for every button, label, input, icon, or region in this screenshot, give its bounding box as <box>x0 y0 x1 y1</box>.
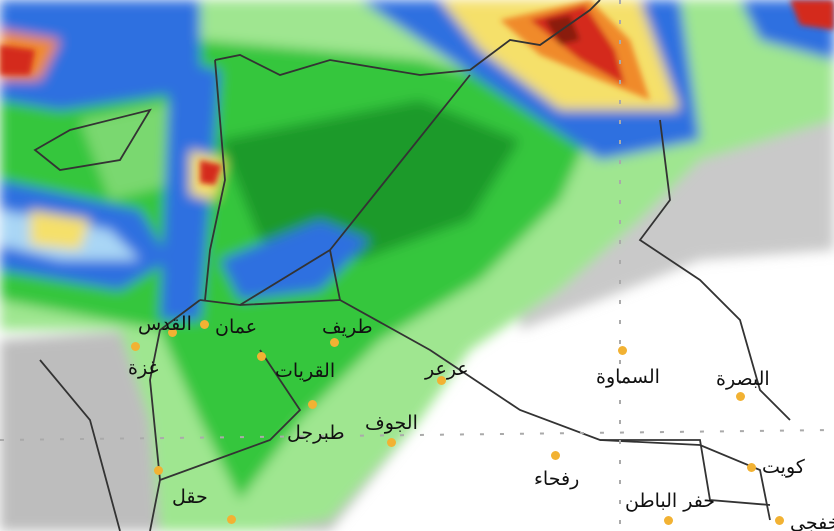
city-label-rafha: رفحاء <box>534 468 580 490</box>
city-label-qurayyat: القريات <box>275 360 336 382</box>
city-label-hafar-al-batin: حفر الباطن <box>625 490 716 512</box>
city-dot-jawf <box>387 438 396 447</box>
city-dot-jerusalem <box>168 328 177 337</box>
city-label-amman: عمان <box>215 316 258 338</box>
city-label-jawf: الجوف <box>365 412 418 434</box>
city-label-turaif: طريف <box>322 316 373 338</box>
city-dot-gaza <box>131 342 140 351</box>
city-dot-qurayyat <box>257 352 266 361</box>
city-dot-haql <box>154 466 163 475</box>
city-label-samawah: السماوة <box>596 366 660 388</box>
city-dot-rafha <box>551 451 560 460</box>
city-label-arar: عرعر <box>425 358 469 380</box>
city-label-basra: البصرة <box>716 368 770 390</box>
city-label-haql: حقل <box>172 486 208 508</box>
country-borders <box>33 0 791 531</box>
city-dot-hafar-al-batin <box>664 516 673 525</box>
city-dot-turaif <box>330 338 339 347</box>
city-dot-samawah <box>618 346 627 355</box>
city-dot-basra <box>736 392 745 401</box>
city-dot-tabarjal <box>308 400 317 409</box>
city-dot-amman <box>200 320 209 329</box>
city-label-khafji: خفجي <box>790 512 834 531</box>
city-label-tabarjal: طبرجل <box>287 422 345 444</box>
city-label-kuwait: كويت <box>762 456 805 478</box>
city-dot-khafji <box>775 516 784 525</box>
city-dot-arar <box>437 376 446 385</box>
city-dot-unnamed <box>227 515 236 524</box>
city-dot-kuwait <box>747 463 756 472</box>
city-label-jerusalem: القدس <box>138 313 192 335</box>
city-label-gaza: غزة <box>128 357 159 379</box>
